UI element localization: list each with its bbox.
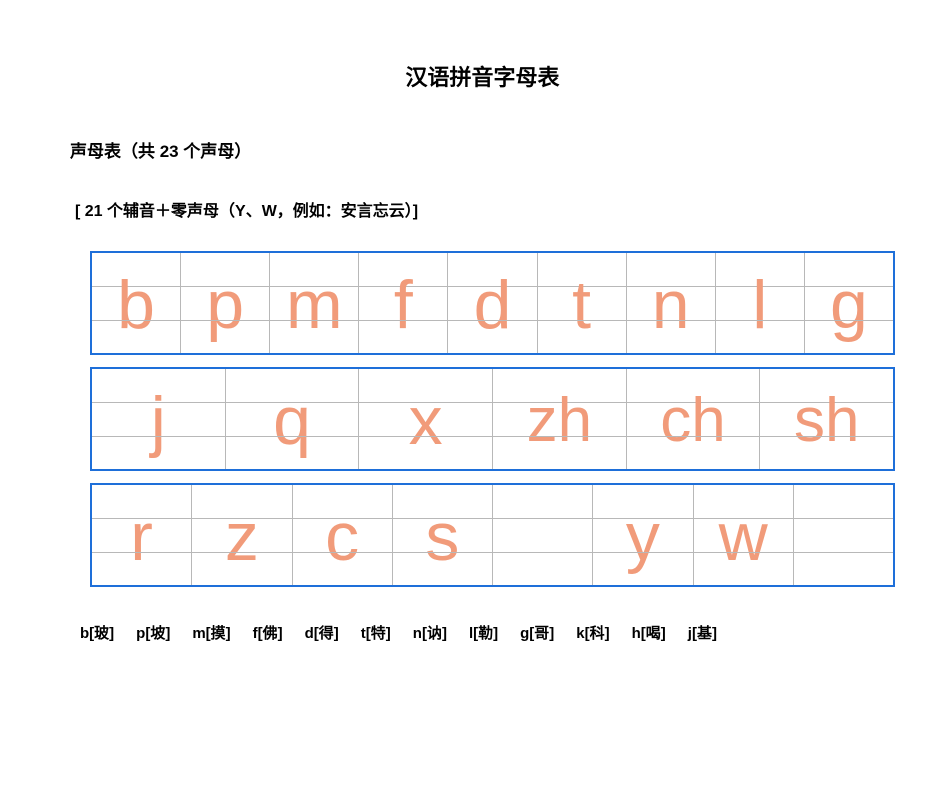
glyph: sh [794, 390, 859, 452]
glyph: n [652, 271, 690, 339]
note-line: [ 21 个辅音＋零声母（Y、W，例如：安言忘云）] [70, 197, 895, 221]
grid-cell: d [448, 253, 537, 353]
subtitle: 声母表（共 23 个声母） [70, 137, 895, 162]
glyph: w [719, 503, 768, 571]
legend-item: m[摸] [192, 622, 230, 643]
glyph: q [273, 387, 311, 455]
grid-cell: c [293, 485, 393, 585]
grid-cell: z [192, 485, 292, 585]
grid-row: r z c s y w [90, 483, 895, 587]
glyph: c [325, 503, 359, 571]
glyph: l [752, 271, 767, 339]
glyph: z [225, 503, 259, 571]
grid-cell: sh [760, 369, 893, 469]
legend-row: b[玻] p[坡] m[摸] f[佛] d[得] t[特] n[讷] l[勒] … [70, 622, 895, 643]
legend-item: g[哥] [520, 622, 554, 643]
grid-cell: zh [493, 369, 627, 469]
glyph: g [830, 271, 868, 339]
legend-item: p[坡] [136, 622, 170, 643]
grid-cell [794, 485, 893, 585]
grid-cell: x [359, 369, 493, 469]
glyph: r [130, 503, 153, 571]
glyph: y [626, 503, 660, 571]
grid-cell: w [694, 485, 794, 585]
glyph: x [409, 387, 443, 455]
grid-cell: q [226, 369, 360, 469]
grid-cell: b [92, 253, 181, 353]
grid-cell: s [393, 485, 493, 585]
page-title: 汉语拼音字母表 [70, 60, 895, 92]
grid-cell [493, 485, 593, 585]
glyph: j [151, 387, 166, 455]
glyph: t [572, 271, 591, 339]
grid-cell: r [92, 485, 192, 585]
glyph: m [286, 271, 343, 339]
legend-item: b[玻] [80, 622, 114, 643]
writing-grid: b p m f d t n l g j q x zh ch sh r z c s… [90, 251, 895, 587]
glyph: s [425, 503, 459, 571]
legend-item: n[讷] [413, 622, 447, 643]
glyph: f [394, 271, 413, 339]
grid-cell: m [270, 253, 359, 353]
glyph: zh [527, 390, 592, 452]
legend-item: h[喝] [632, 622, 666, 643]
grid-cell: f [359, 253, 448, 353]
legend-item: k[科] [576, 622, 609, 643]
grid-cell: l [716, 253, 805, 353]
legend-item: l[勒] [469, 622, 498, 643]
glyph: d [474, 271, 512, 339]
legend-item: j[基] [688, 622, 717, 643]
legend-item: t[特] [361, 622, 391, 643]
grid-row: j q x zh ch sh [90, 367, 895, 471]
grid-cell: j [92, 369, 226, 469]
glyph: ch [660, 390, 725, 452]
grid-cell: ch [627, 369, 761, 469]
grid-row: b p m f d t n l g [90, 251, 895, 355]
grid-cell: y [593, 485, 693, 585]
legend-item: f[佛] [253, 622, 283, 643]
grid-cell: t [538, 253, 627, 353]
grid-cell: p [181, 253, 270, 353]
grid-cell: g [805, 253, 893, 353]
grid-cell: n [627, 253, 716, 353]
glyph: b [117, 271, 155, 339]
glyph: p [206, 271, 244, 339]
legend-item: d[得] [305, 622, 339, 643]
